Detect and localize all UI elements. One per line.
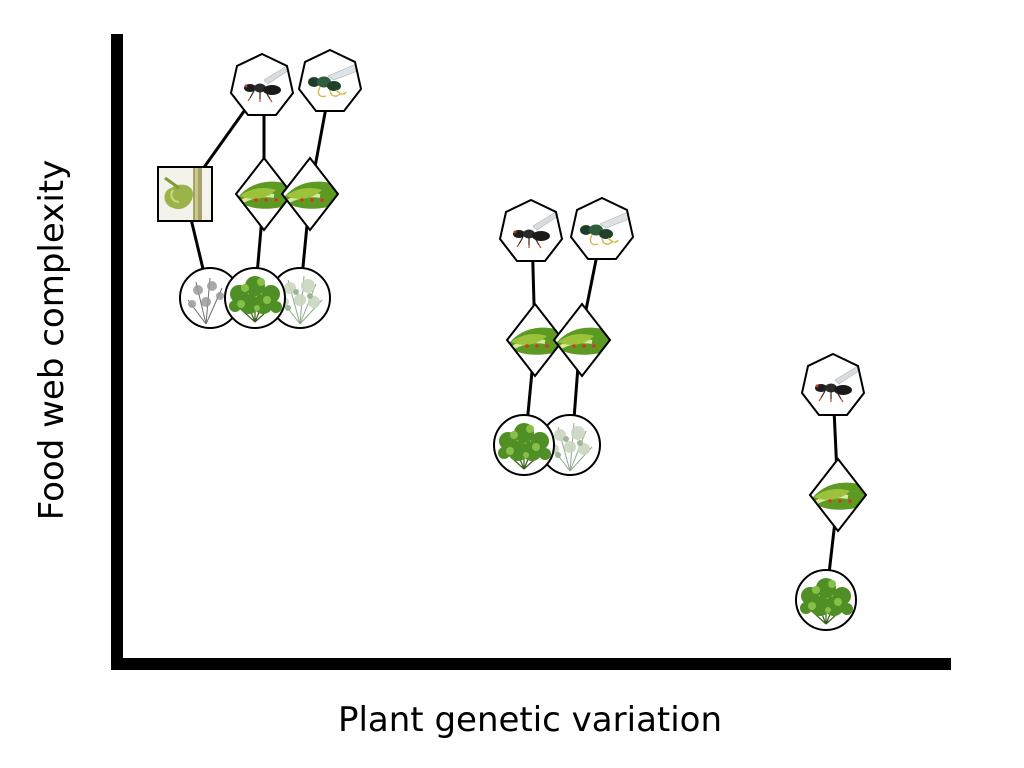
caterpillar-node	[234, 156, 294, 232]
caterpillar-node	[808, 457, 868, 533]
cluster-low-complexity	[795, 352, 868, 631]
caterpillar-node	[505, 302, 565, 378]
cluster-high-complexity	[157, 48, 363, 329]
wasp-node	[569, 196, 635, 260]
wasp-node	[229, 52, 295, 116]
plant-node	[795, 569, 857, 631]
wasp-node	[498, 198, 564, 262]
caterpillar-node	[280, 156, 340, 232]
wasp-node	[800, 352, 866, 416]
plant-node	[224, 267, 286, 329]
x-axis-label: Plant genetic variation	[337, 700, 723, 740]
gall-node	[157, 166, 213, 222]
plant-node	[493, 414, 555, 476]
axes	[111, 34, 951, 670]
y-axis-label: Food web complexity	[32, 159, 72, 521]
caterpillar-node	[552, 302, 612, 378]
wasp-node	[297, 48, 363, 112]
cluster-medium-complexity	[493, 196, 635, 476]
